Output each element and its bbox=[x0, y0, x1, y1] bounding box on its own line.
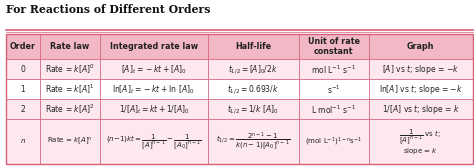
Text: Order: Order bbox=[10, 42, 36, 51]
Bar bbox=[208, 99, 299, 120]
Bar bbox=[299, 120, 369, 164]
Bar bbox=[6, 79, 40, 99]
Bar bbox=[40, 99, 100, 120]
Bar bbox=[100, 120, 208, 164]
Text: $n$: $n$ bbox=[20, 137, 26, 145]
Bar bbox=[100, 59, 208, 79]
Bar bbox=[100, 79, 208, 99]
Bar bbox=[40, 79, 100, 99]
Text: Integrated rate law: Integrated rate law bbox=[110, 42, 198, 51]
Text: 0: 0 bbox=[20, 65, 26, 74]
Bar bbox=[6, 120, 40, 164]
Text: $1/[A]$ vs $t$; slope = $k$: $1/[A]$ vs $t$; slope = $k$ bbox=[382, 103, 460, 116]
Text: $\dfrac{1}{[A]^{n-1}}$ vs $t$;
slope = $k$: $\dfrac{1}{[A]^{n-1}}$ vs $t$; slope = $… bbox=[400, 127, 442, 156]
Text: $[A]_t = -kt + [A]_0$: $[A]_t = -kt + [A]_0$ bbox=[121, 63, 187, 76]
Text: Rate = $k[A]^n$: Rate = $k[A]^n$ bbox=[47, 136, 93, 147]
Text: $[A]$ vs $t$; slope = $-k$: $[A]$ vs $t$; slope = $-k$ bbox=[382, 63, 459, 76]
Bar bbox=[6, 59, 40, 79]
Bar bbox=[299, 99, 369, 120]
Text: For Reactions of Different Orders: For Reactions of Different Orders bbox=[6, 4, 210, 15]
Bar bbox=[208, 34, 299, 59]
Bar bbox=[40, 59, 100, 79]
Text: $\ln[A]_t = -kt + \ln\ [A]_0$: $\ln[A]_t = -kt + \ln\ [A]_0$ bbox=[112, 83, 196, 96]
Bar bbox=[6, 34, 473, 164]
Text: $t_{1/2} = 1/k\ [A]_0$: $t_{1/2} = 1/k\ [A]_0$ bbox=[227, 103, 279, 116]
Text: Unit of rate
constant: Unit of rate constant bbox=[308, 37, 360, 56]
Text: $t_{1/2} = 0.693/k$: $t_{1/2} = 0.693/k$ bbox=[227, 83, 279, 96]
Bar bbox=[369, 99, 473, 120]
Text: $t_{1/2} = [A]_0/2k$: $t_{1/2} = [A]_0/2k$ bbox=[228, 63, 278, 76]
Text: s$^{-1}$: s$^{-1}$ bbox=[327, 83, 340, 96]
Text: Graph: Graph bbox=[407, 42, 434, 51]
Bar bbox=[40, 120, 100, 164]
Text: mol L$^{-1}$ s$^{-1}$: mol L$^{-1}$ s$^{-1}$ bbox=[311, 63, 356, 76]
Bar bbox=[40, 34, 100, 59]
Bar bbox=[369, 79, 473, 99]
Bar bbox=[299, 59, 369, 79]
Text: Rate law: Rate law bbox=[50, 42, 90, 51]
Text: Rate = $k[A]^1$: Rate = $k[A]^1$ bbox=[46, 83, 95, 96]
Bar bbox=[100, 99, 208, 120]
Text: $\ln[A]$ vs $t$; slope = $-k$: $\ln[A]$ vs $t$; slope = $-k$ bbox=[379, 83, 463, 96]
Bar bbox=[369, 59, 473, 79]
Bar bbox=[6, 99, 40, 120]
Text: 2: 2 bbox=[20, 105, 25, 114]
Bar bbox=[369, 34, 473, 59]
Bar bbox=[208, 59, 299, 79]
Bar bbox=[299, 34, 369, 59]
Bar bbox=[6, 34, 40, 59]
Text: $(n{-}1)kt = \dfrac{1}{[A]^{n-1}} - \dfrac{1}{[A_0]^{n-1}}$: $(n{-}1)kt = \dfrac{1}{[A]^{n-1}} - \dfr… bbox=[106, 132, 202, 151]
Text: $1/[A]_t = kt + 1/[A]_0$: $1/[A]_t = kt + 1/[A]_0$ bbox=[118, 103, 190, 116]
Text: Rate = $k[A]^2$: Rate = $k[A]^2$ bbox=[46, 103, 95, 116]
Text: Rate = $k[A]^0$: Rate = $k[A]^0$ bbox=[45, 63, 95, 76]
Text: 1: 1 bbox=[20, 85, 25, 94]
Bar bbox=[100, 34, 208, 59]
Text: $t_{1/2} = \dfrac{2^{n-1}-1}{k(n-1)[A_0]^{n-1}}$: $t_{1/2} = \dfrac{2^{n-1}-1}{k(n-1)[A_0]… bbox=[216, 131, 290, 152]
Text: Half-life: Half-life bbox=[235, 42, 271, 51]
Bar bbox=[299, 79, 369, 99]
Text: (mol L$^{-1}$)$^{1-n}$s$^{-1}$: (mol L$^{-1}$)$^{1-n}$s$^{-1}$ bbox=[305, 135, 362, 148]
Bar bbox=[208, 120, 299, 164]
Bar bbox=[369, 120, 473, 164]
Bar bbox=[208, 79, 299, 99]
Text: L mol$^{-1}$ s$^{-1}$: L mol$^{-1}$ s$^{-1}$ bbox=[311, 103, 356, 116]
